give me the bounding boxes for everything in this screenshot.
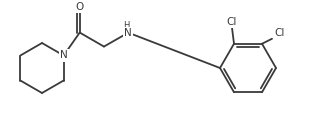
Text: O: O [76, 2, 84, 12]
Text: N: N [124, 28, 132, 38]
Text: Cl: Cl [227, 17, 237, 27]
Text: H: H [123, 21, 129, 30]
Text: Cl: Cl [275, 28, 285, 38]
Text: N: N [60, 50, 67, 61]
